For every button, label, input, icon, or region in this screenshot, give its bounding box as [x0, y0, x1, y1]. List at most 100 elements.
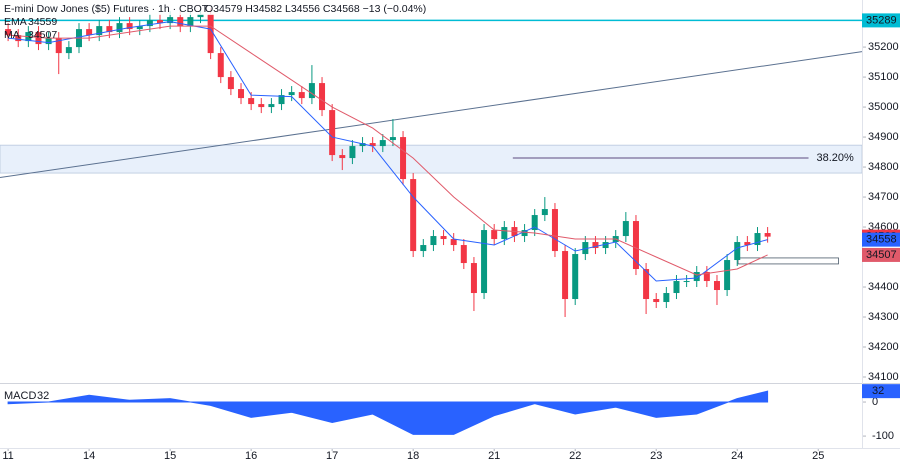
candle-body: [764, 233, 771, 237]
candle-body: [521, 230, 528, 237]
indicator-line: [8, 25, 768, 276]
x-tick-label: 14: [83, 450, 95, 462]
x-tick-label: 16: [245, 450, 257, 462]
macd-legend-value: 32: [37, 390, 49, 402]
candle-body: [35, 32, 42, 45]
x-tick-label: 24: [731, 450, 743, 462]
candle-body: [703, 272, 710, 282]
chart-title: E-mini Dow Jones ($5) Futures · 1h · CBO…: [4, 3, 209, 15]
candle-body: [278, 95, 285, 105]
y-tick-label: 34400: [868, 281, 899, 293]
candle-body: [207, 14, 214, 54]
hline-price-label: 35289: [866, 14, 897, 26]
y-tick-label: 34800: [868, 161, 899, 173]
price-zone: [0, 144, 863, 174]
candle-body: [389, 137, 396, 141]
y-tick-label: 34200: [868, 341, 899, 353]
candle-body: [663, 293, 670, 303]
y-tick-label: 34700: [868, 191, 899, 203]
candle-body: [501, 227, 508, 240]
candle-body: [136, 26, 143, 30]
candle-body: [440, 236, 447, 240]
candle-body: [126, 23, 133, 30]
x-tick-label: 15: [164, 450, 176, 462]
candle-body: [683, 281, 690, 283]
candle-body: [460, 245, 467, 264]
level-box: [737, 257, 839, 265]
candle-body: [339, 155, 346, 159]
candle-body: [551, 209, 558, 252]
candle-body: [673, 281, 680, 294]
candle-body: [288, 92, 295, 96]
fib-label: 38.20%: [817, 152, 855, 164]
candle-body: [724, 260, 731, 291]
candle-body: [420, 245, 427, 252]
candle-body: [481, 230, 488, 294]
candle-body: [470, 263, 477, 294]
x-tick-label: 17: [326, 450, 338, 462]
legend-name: EMA: [4, 16, 27, 28]
y-tick-label: 35200: [868, 41, 899, 53]
y-tick-label: 35000: [868, 101, 899, 113]
macd-tick-label: -100: [872, 430, 894, 442]
y-tick-label: 35100: [868, 71, 899, 83]
candle-body: [308, 83, 315, 99]
legend-value: 34559: [28, 16, 57, 28]
trendline: [0, 51, 863, 179]
macd-tick-label: 0: [872, 396, 878, 408]
candle-body: [116, 23, 123, 33]
header-bg: [0, 2, 400, 15]
candle-body: [734, 242, 741, 261]
candle-body: [653, 299, 660, 303]
macd-area: [7, 390, 769, 435]
candle-body: [238, 89, 245, 99]
ohlc-values: O34579 H34582 L34556 C34568 −13 (−0.04%): [205, 3, 426, 15]
candle-body: [157, 20, 164, 24]
candle-body: [572, 254, 579, 300]
candle-body: [177, 17, 184, 27]
candle-body: [450, 239, 457, 246]
candle-body: [45, 38, 52, 45]
macd-value-box: [862, 384, 900, 399]
candle-body: [167, 17, 174, 24]
candle-body: [96, 26, 103, 36]
candle-body: [5, 29, 12, 36]
x-tick-label: 23: [650, 450, 662, 462]
candle-body: [197, 14, 204, 18]
candle-body: [531, 215, 538, 231]
candle-body: [582, 242, 589, 255]
macd-name: MACD: [4, 390, 36, 402]
x-tick-label: 25: [812, 450, 824, 462]
candle-body: [349, 146, 356, 159]
x-tick-label: 11: [2, 450, 13, 462]
x-tick-label: 21: [488, 450, 500, 462]
candle-body: [298, 92, 305, 99]
candle-body: [359, 143, 366, 147]
indicator-line: [8, 21, 768, 282]
candle-body: [744, 242, 751, 246]
candle-body: [379, 140, 386, 147]
x-tick-label: 22: [569, 450, 581, 462]
candle-body: [319, 83, 326, 111]
candle-body: [248, 98, 255, 105]
x-tick-label: 18: [407, 450, 419, 462]
candle-body: [86, 29, 93, 36]
candle-body: [187, 17, 194, 27]
candle-body: [491, 230, 498, 240]
candle-body: [258, 104, 265, 108]
indicator-price-label: 34558: [866, 234, 897, 246]
candle-body: [227, 77, 234, 90]
indicator-price-label-box: [862, 247, 900, 262]
y-tick-label: 34900: [868, 131, 899, 143]
y-tick-label: 34300: [868, 311, 899, 323]
candle-body: [217, 53, 224, 78]
candle-body: [15, 35, 22, 42]
candle-body: [65, 47, 72, 54]
candle-body: [622, 221, 629, 237]
candle-body: [541, 209, 548, 216]
macd-value-label: 32: [872, 385, 884, 397]
candle-body: [329, 110, 336, 156]
candle-body: [713, 281, 720, 291]
indicator-price-label: 34507: [866, 249, 897, 261]
